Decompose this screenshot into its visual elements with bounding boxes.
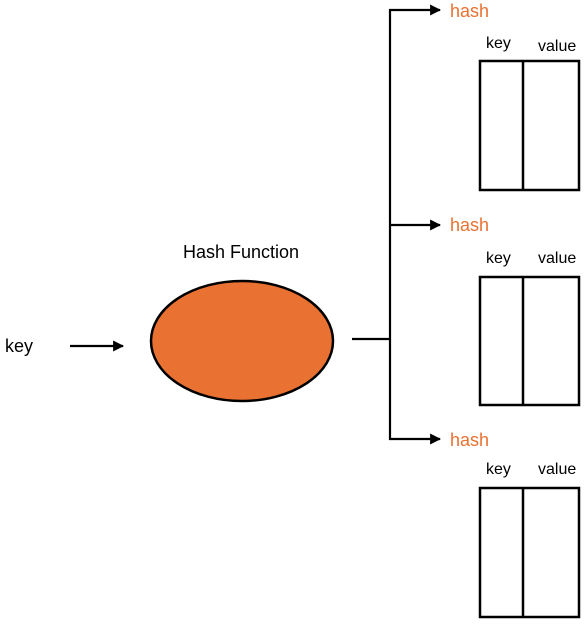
hash-function-ellipse (149, 279, 335, 403)
value-column-header-1: value (538, 38, 576, 55)
hash-label-1: hash (450, 1, 489, 21)
value-column-header-2: value (538, 250, 576, 267)
key-column-header-2: key (486, 250, 511, 267)
value-column-header-3: value (538, 461, 576, 478)
bucket-2: hash key value (389, 215, 581, 407)
bucket-3: hash key value (389, 430, 581, 619)
table-2 (478, 275, 581, 407)
key-column-header-1: key (486, 35, 511, 52)
input-key-label: key (5, 336, 33, 356)
hash-label-3: hash (450, 430, 489, 450)
table-1 (478, 59, 581, 192)
hash-label-2: hash (450, 215, 489, 235)
table-3 (478, 486, 581, 619)
key-column-header-3: key (486, 461, 511, 478)
bucket-1: hash key value (389, 1, 581, 192)
hash-function-label: Hash Function (183, 242, 299, 262)
